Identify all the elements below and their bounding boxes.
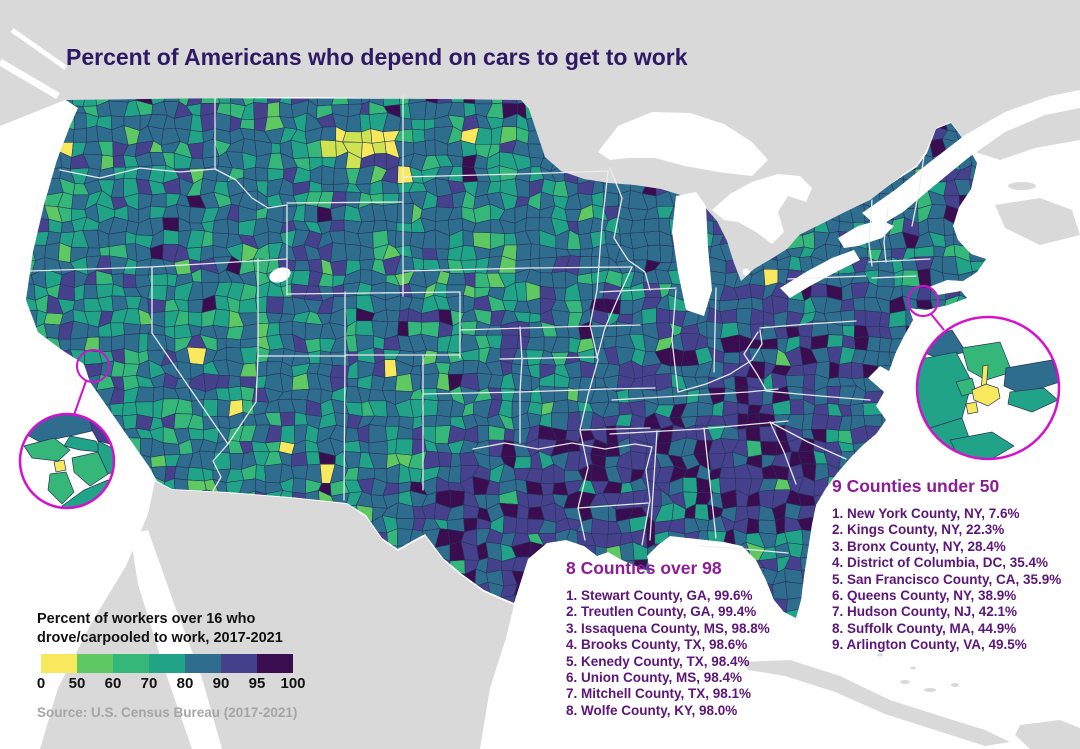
bahamas-island [877, 653, 883, 657]
pei-landmass [1008, 182, 1036, 190]
legend-swatch-95-100 [257, 654, 293, 673]
lake-superior [598, 112, 768, 176]
legend-color-scale [41, 654, 293, 673]
lake-michigan [672, 192, 712, 316]
county-list-item: 3. Issaquena County, MS, 98.8% [566, 620, 770, 636]
nyc-callout-ring [907, 285, 939, 317]
gulf-of-california-water [130, 530, 222, 749]
lake-st-clair [742, 268, 750, 276]
cuba-landmass [742, 660, 1010, 746]
legend-swatch-0-50 [41, 654, 77, 673]
san-francisco-inset [18, 412, 116, 510]
legend-swatch-80-90 [185, 654, 221, 673]
county-list-under-50: 9 Counties under 50 1. New York County, … [832, 476, 1080, 654]
county-list-over-98: 8 Counties over 98 1. Stewart County, GA… [566, 558, 826, 719]
lake-erie [780, 250, 860, 298]
lake-huron [712, 174, 812, 244]
nova-scotia-landmass [995, 198, 1080, 245]
county-list-item: 4. Brooks County, TX, 98.6% [566, 637, 748, 653]
legend-tick-labels: 0 50 60 70 80 90 95 100 [37, 675, 306, 693]
source-note: Source: U.S. Census Bureau (2017-2021) [37, 705, 298, 720]
nyc-callout-connector [930, 313, 945, 331]
county-list-item: 1. New York County, NY, 7.6% [832, 506, 1020, 521]
county-list-item: 8. Wolfe County, KY, 98.0% [566, 702, 738, 718]
legend-swatch-70-80 [149, 654, 185, 673]
sf-callout-ring [76, 349, 110, 383]
legend-title-line2: drove/carpooled to work, 2017-2021 [37, 630, 283, 646]
legend-tick: 95 [248, 675, 266, 692]
lake-ontario [838, 220, 894, 248]
legend-tick: 90 [212, 675, 230, 692]
bahamas-island [924, 688, 936, 692]
legend-tick: 70 [140, 675, 158, 692]
county-list-item: 3. Bronx County, NY, 28.4% [832, 538, 1006, 554]
legend-title-line1: Percent of workers over 16 who [37, 611, 256, 627]
st-lawrence-water [862, 90, 1080, 227]
county-list-item: 5. San Francisco County, CA, 35.9% [832, 571, 1062, 587]
county-list-items: 1. New York County, NY, 7.6% 2. Kings Cou… [832, 506, 1080, 654]
nyc-inset-ring [915, 315, 1061, 461]
great-lakes [269, 112, 894, 316]
hispaniola-landmass [1015, 720, 1080, 749]
bahamas-island [910, 666, 916, 670]
county-list-item: 7. Hudson County, NJ, 42.1% [832, 604, 1018, 620]
bahamas-island [900, 680, 910, 684]
county-list-item: 9. Arlington County, VA, 49.5% [832, 637, 1027, 653]
county-list-header: 8 Counties over 98 [566, 558, 722, 578]
page-title: Percent of Americans who depend on cars … [66, 44, 688, 70]
legend-swatch-60-70 [113, 654, 149, 673]
county-list-item: 8. Suffolk County, MA, 44.9% [832, 620, 1017, 636]
inset-callouts [73, 285, 945, 416]
legend-swatch-90-95 [221, 654, 257, 673]
sf-inset-ring [18, 412, 116, 510]
canada-landmass [0, 0, 1080, 281]
county-list-item: 6. Union County, MS, 98.4% [566, 670, 743, 686]
mexico-landmass [40, 481, 514, 749]
county-list-item: 7. Mitchell County, TX, 98.1% [566, 686, 752, 702]
legend-swatch-50-60 [77, 654, 113, 673]
legend-tick: 0 [36, 675, 46, 692]
county-list-item: 2. Kings County, NY, 22.3% [832, 522, 1005, 538]
legend-tick: 50 [68, 675, 86, 692]
county-list-header: 9 Counties under 50 [832, 476, 1000, 496]
legend-tick: 80 [176, 675, 194, 692]
county-list-items: 1. Stewart County, GA, 99.6% 2. Treutlen … [566, 588, 826, 719]
sf-callout-connector [73, 380, 87, 416]
great-salt-lake [269, 267, 291, 283]
legend: Percent of workers over 16 who drove/car… [37, 610, 337, 692]
county-list-item: 1. Stewart County, GA, 99.6% [566, 588, 753, 603]
county-list-item: 6. Queens County, NY, 38.9% [832, 588, 1017, 604]
county-list-item: 4. District of Columbia, DC, 35.4% [832, 555, 1049, 571]
state-borders [29, 95, 931, 554]
bahamas-island [951, 683, 959, 687]
legend-tick: 60 [104, 675, 122, 692]
county-list-item: 2. Treutlen County, GA, 99.4% [566, 604, 757, 620]
legend-tick: 100 [280, 675, 306, 692]
county-list-item: 5. Kenedy County, TX, 98.4% [566, 653, 750, 669]
